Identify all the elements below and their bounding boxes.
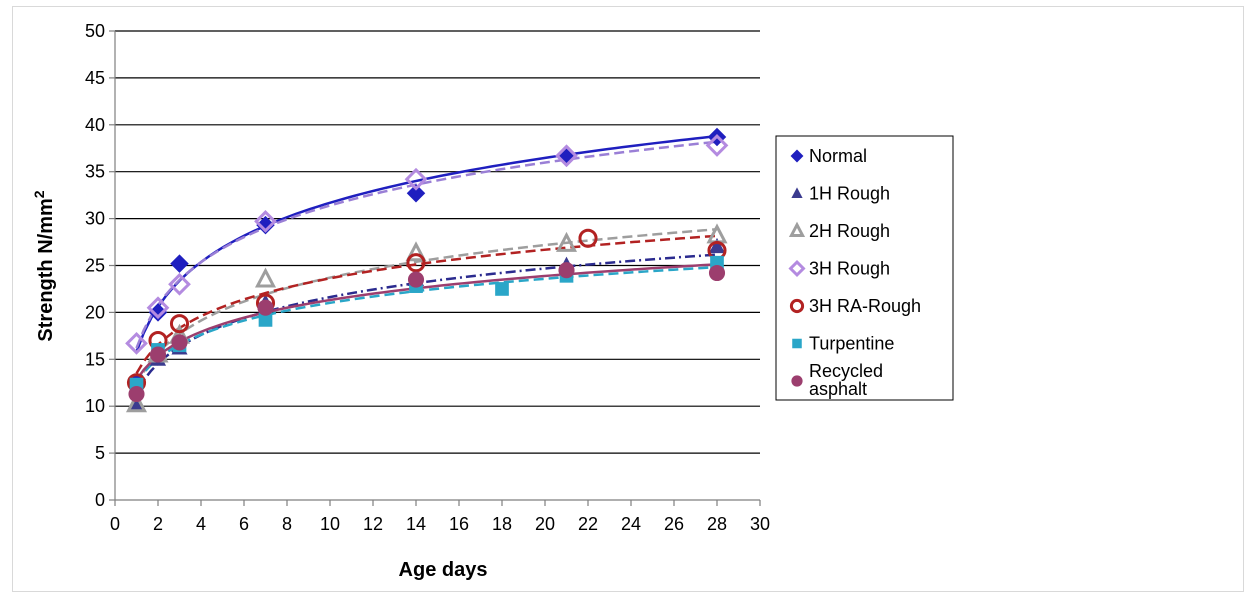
y-tick-label-10: 10: [85, 396, 105, 416]
x-tick-label-28: 28: [707, 514, 727, 534]
x-tick-label-2: 2: [153, 514, 163, 534]
y-tick-label-5: 5: [95, 443, 105, 463]
legend-marker-4: [789, 298, 805, 314]
legend-label-3: 3H Rough: [809, 259, 890, 279]
y-tick-label-45: 45: [85, 68, 105, 88]
point-series-0-3: [256, 215, 275, 235]
point-series-3-3: [254, 210, 277, 233]
legend-label-5: Turpentine: [809, 334, 894, 354]
y-axis-title-superscript: 2: [31, 190, 47, 198]
legend-marker-5: [792, 338, 802, 349]
point-series-4-2: [169, 314, 190, 334]
x-tick-label-18: 18: [492, 514, 512, 534]
x-tick-label-4: 4: [196, 514, 206, 534]
y-axis-title-main: Strength N/mm: [35, 198, 57, 341]
y-axis-title: Strength N/mm2: [31, 190, 57, 341]
legend-marker-3: [788, 259, 806, 278]
x-tick-label-14: 14: [406, 514, 426, 534]
trendline-series-0: [135, 134, 718, 353]
point-series-4-4: [406, 253, 426, 273]
y-tick-label-50: 50: [85, 21, 105, 41]
x-tick-label-10: 10: [320, 514, 340, 534]
y-tick-label-0: 0: [95, 490, 105, 510]
point-series-6-4: [407, 271, 425, 288]
legend-label-4: 3H RA-Rough: [809, 296, 921, 316]
point-series-3-6: [705, 134, 729, 157]
legend-marker-1: [791, 187, 803, 198]
point-series-0-2: [170, 254, 189, 273]
x-tick-label-22: 22: [578, 514, 598, 534]
x-tick-label-20: 20: [535, 514, 555, 534]
x-tick-label-6: 6: [239, 514, 249, 534]
point-series-6-6: [708, 264, 726, 282]
point-series-3-1: [146, 296, 170, 320]
legend-marker-6: [791, 375, 803, 387]
point-series-3-5: [555, 144, 578, 168]
point-series-0-4: [406, 184, 426, 203]
x-tick-label-24: 24: [621, 514, 641, 534]
y-tick-label-30: 30: [85, 209, 105, 229]
x-tick-label-30: 30: [750, 514, 770, 534]
point-series-3-0: [125, 331, 148, 355]
x-tick-label-8: 8: [282, 514, 292, 534]
legend-label-6: Recycled asphalt: [809, 361, 883, 399]
point-series-2-4: [405, 241, 427, 262]
point-series-3-2: [168, 272, 191, 296]
point-series-3-4: [404, 167, 428, 191]
legend-items: Normal 1H Rough 2H Rough 3H Rough 3H RA-Roug…: [788, 146, 921, 399]
point-series-1-6: [708, 237, 726, 254]
trend-lines: [135, 134, 718, 393]
x-tick-label-16: 16: [449, 514, 469, 534]
trendline-series-4: [135, 234, 718, 375]
legend-marker-0: [790, 149, 804, 163]
grid-lines: [115, 30, 760, 454]
x-tick-label-0: 0: [110, 514, 120, 534]
point-series-0-1: [148, 303, 168, 322]
point-series-2-0: [125, 392, 148, 413]
x-tick-label-26: 26: [664, 514, 684, 534]
legend-label-2: 2H Rough: [809, 221, 890, 241]
y-tick-label-20: 20: [85, 302, 105, 322]
x-tick-label-12: 12: [363, 514, 383, 534]
trendline-series-2: [135, 228, 718, 387]
point-series-5-5: [495, 282, 509, 296]
trendline-series-3: [135, 140, 718, 349]
point-series-6-1: [149, 346, 167, 363]
point-series-6-5: [558, 262, 575, 279]
point-series-2-5: [555, 231, 578, 252]
axes: [109, 30, 761, 506]
point-series-6-2: [171, 334, 188, 351]
y-tick-label-25: 25: [85, 256, 105, 276]
point-series-6-0: [128, 385, 145, 403]
y-tick-label-40: 40: [85, 115, 105, 135]
legend-label-0: Normal: [809, 146, 867, 166]
chart-frame: [12, 6, 1244, 592]
trendline-series-6: [135, 263, 718, 381]
data-markers: [125, 127, 729, 413]
y-tick-label-35: 35: [85, 162, 105, 182]
x-axis-title: Age days: [399, 559, 488, 581]
legend-label-1: 1H Rough: [809, 184, 890, 204]
legend-box: [775, 135, 954, 401]
point-series-5-3: [258, 313, 273, 327]
legend: Normal 1H Rough 2H Rough 3H Rough 3H RA-Roug…: [775, 135, 954, 401]
point-series-6-3: [257, 299, 274, 316]
legend-marker-2: [788, 221, 806, 237]
point-series-0-5: [557, 148, 576, 167]
point-series-4-5: [578, 228, 598, 248]
y-tick-label-15: 15: [85, 349, 105, 369]
point-series-2-3: [254, 267, 277, 288]
